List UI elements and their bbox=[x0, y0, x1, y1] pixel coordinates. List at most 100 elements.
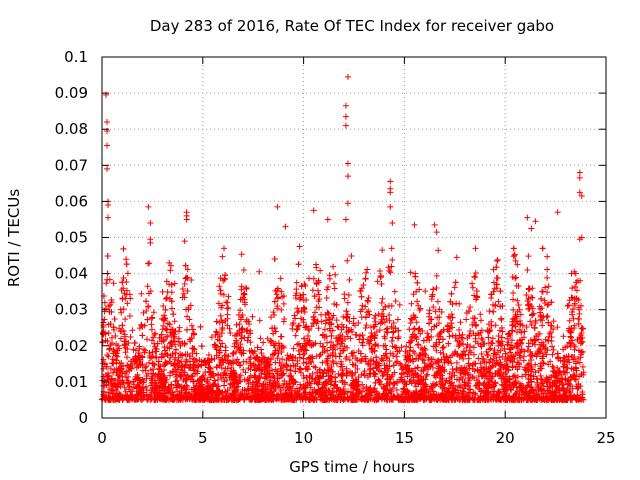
data-point bbox=[517, 349, 524, 356]
data-point bbox=[114, 384, 121, 391]
data-point bbox=[434, 298, 441, 305]
data-point bbox=[493, 285, 500, 292]
data-point bbox=[295, 323, 302, 330]
data-point bbox=[550, 346, 557, 353]
data-point bbox=[502, 350, 509, 357]
data-point bbox=[309, 287, 316, 294]
data-point bbox=[183, 274, 190, 281]
data-point bbox=[415, 326, 422, 333]
data-point bbox=[243, 316, 250, 323]
data-point bbox=[247, 366, 254, 373]
data-point bbox=[208, 334, 215, 341]
data-point bbox=[381, 333, 388, 340]
data-point bbox=[486, 346, 493, 353]
data-point bbox=[511, 381, 518, 388]
data-point bbox=[326, 316, 333, 323]
data-point bbox=[352, 322, 359, 329]
data-point bbox=[306, 327, 313, 334]
data-point bbox=[332, 353, 339, 360]
data-point bbox=[531, 324, 538, 331]
data-point bbox=[146, 359, 153, 366]
data-point bbox=[119, 373, 126, 380]
data-point bbox=[373, 354, 380, 361]
data-point bbox=[537, 309, 544, 316]
data-point bbox=[471, 315, 478, 322]
data-point bbox=[364, 360, 371, 367]
data-point bbox=[271, 255, 278, 262]
data-point bbox=[326, 275, 333, 282]
data-point bbox=[566, 339, 573, 346]
data-point bbox=[108, 296, 115, 303]
data-point bbox=[386, 386, 393, 393]
data-point bbox=[278, 306, 285, 313]
data-point bbox=[428, 295, 435, 302]
data-point bbox=[123, 291, 130, 298]
data-point bbox=[527, 336, 534, 343]
data-point bbox=[504, 386, 511, 393]
data-point bbox=[431, 372, 438, 379]
data-point bbox=[343, 324, 350, 331]
data-point bbox=[277, 275, 284, 282]
data-point bbox=[105, 372, 112, 379]
data-point bbox=[505, 331, 512, 338]
data-point bbox=[354, 366, 361, 373]
data-point bbox=[566, 388, 573, 395]
data-point bbox=[178, 383, 185, 390]
data-point bbox=[172, 346, 179, 353]
data-point bbox=[284, 352, 291, 359]
data-point bbox=[174, 360, 181, 367]
data-point bbox=[151, 362, 158, 369]
data-point bbox=[466, 374, 473, 381]
data-point bbox=[393, 386, 400, 393]
data-point bbox=[422, 381, 429, 388]
data-point bbox=[224, 365, 231, 372]
data-point bbox=[181, 341, 188, 348]
data-point bbox=[572, 376, 579, 383]
data-point bbox=[538, 295, 545, 302]
data-point bbox=[308, 342, 315, 349]
data-point bbox=[187, 395, 194, 402]
data-point bbox=[384, 329, 391, 336]
data-point bbox=[266, 370, 273, 377]
data-point bbox=[138, 389, 145, 396]
data-point bbox=[543, 314, 550, 321]
data-point bbox=[392, 325, 399, 332]
data-point bbox=[490, 350, 497, 357]
data-point bbox=[315, 381, 322, 388]
data-point bbox=[333, 360, 340, 367]
data-point bbox=[204, 382, 211, 389]
data-point bbox=[272, 328, 279, 335]
data-point bbox=[426, 320, 433, 327]
data-point bbox=[241, 376, 248, 383]
data-point bbox=[477, 388, 484, 395]
data-point bbox=[451, 284, 458, 291]
data-point bbox=[394, 392, 401, 399]
data-point bbox=[168, 262, 175, 269]
data-point bbox=[574, 385, 581, 392]
data-point bbox=[444, 326, 451, 333]
data-point bbox=[148, 326, 155, 333]
data-point bbox=[408, 379, 415, 386]
data-point bbox=[143, 383, 150, 390]
data-point bbox=[220, 245, 227, 252]
data-point bbox=[240, 366, 247, 373]
data-point bbox=[341, 379, 348, 386]
data-point bbox=[477, 311, 484, 318]
data-point bbox=[278, 343, 285, 350]
data-point bbox=[122, 295, 129, 302]
data-point bbox=[517, 311, 524, 318]
data-point bbox=[492, 322, 499, 329]
data-point bbox=[276, 382, 283, 389]
data-point bbox=[456, 332, 463, 339]
data-point bbox=[209, 382, 216, 389]
data-point bbox=[237, 392, 244, 399]
data-point bbox=[438, 308, 445, 315]
data-point bbox=[226, 325, 233, 332]
data-point bbox=[517, 337, 524, 344]
data-point bbox=[519, 373, 526, 380]
data-point bbox=[553, 389, 560, 396]
data-point bbox=[184, 266, 191, 273]
data-point bbox=[510, 290, 517, 297]
data-point bbox=[357, 287, 364, 294]
data-point bbox=[194, 390, 201, 397]
